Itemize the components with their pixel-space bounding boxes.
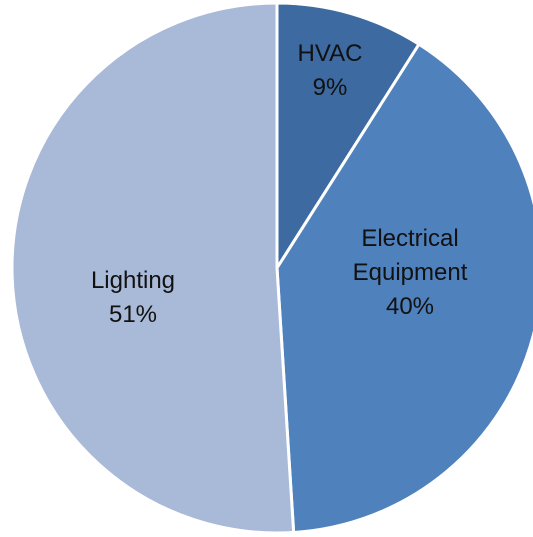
data-label-hvac: HVAC 9% [298, 40, 363, 101]
data-label-line: 51% [109, 301, 157, 328]
data-label-line: Equipment [353, 259, 468, 286]
pie-slice-hvac [275, 1, 422, 274]
data-label-electrical-equipment: Electrical Equipment 40% [353, 225, 468, 320]
data-label-line: 9% [313, 74, 348, 101]
data-label-lighting: Lighting 51% [91, 267, 175, 328]
data-label-line: Electrical [361, 225, 458, 252]
data-label-line: HVAC [298, 40, 363, 67]
pie-slice-electrical-equipment [275, 42, 533, 535]
pie-slice-lighting [10, 1, 296, 535]
data-label-line: Lighting [91, 267, 175, 294]
data-label-line: 40% [386, 293, 434, 320]
